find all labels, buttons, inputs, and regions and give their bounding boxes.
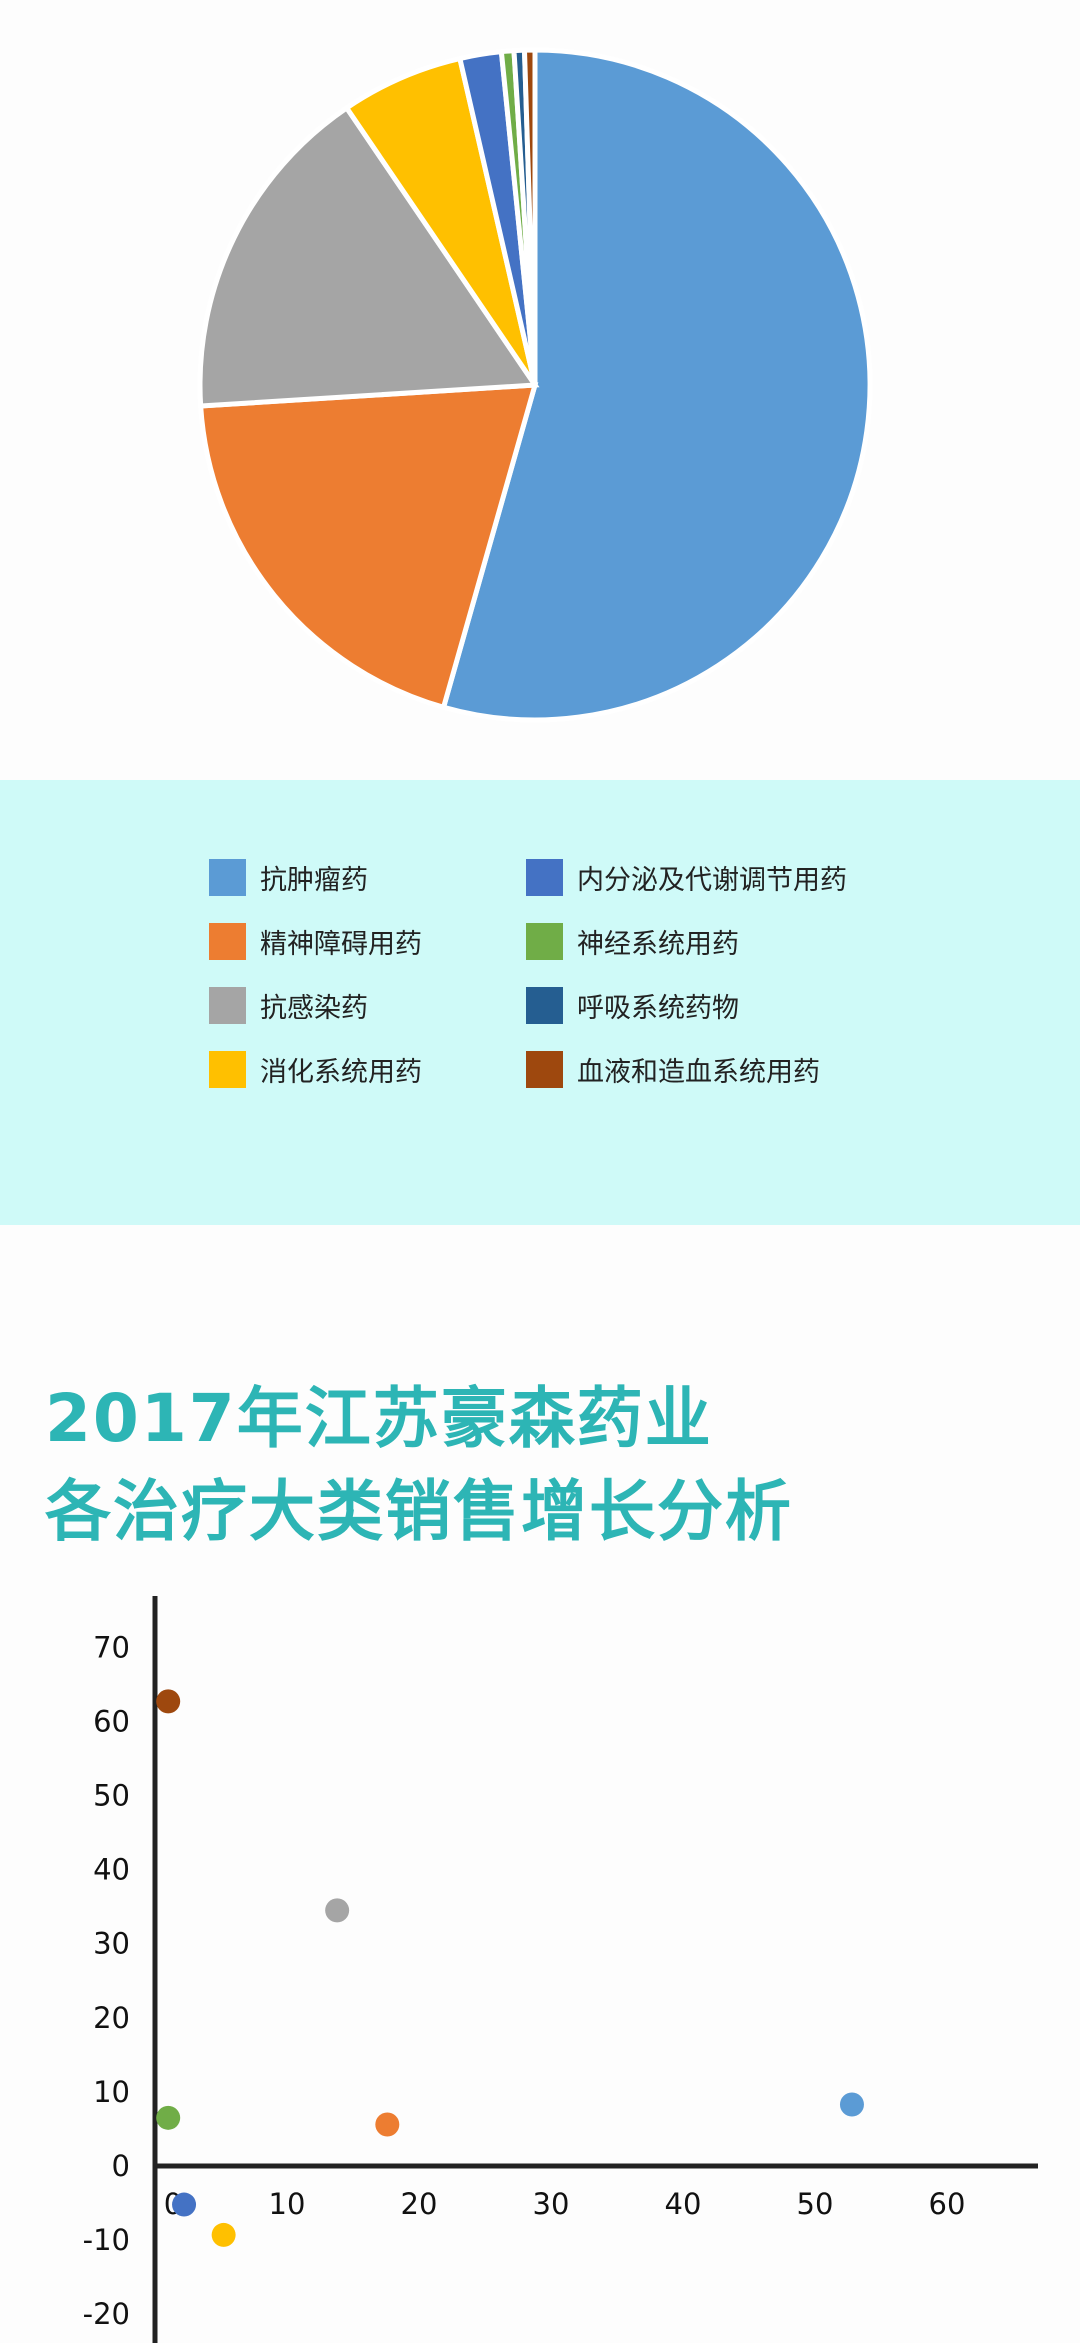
- y-tick-label: 20: [93, 2001, 130, 2035]
- legend-swatch: [526, 986, 563, 1024]
- scatter-point: [172, 2192, 197, 2217]
- chart-title-line-2: 各治疗大类销售增长分析: [45, 1473, 793, 1550]
- x-tick-label: 10: [269, 2187, 306, 2221]
- legend-item: 精神障碍用药: [209, 921, 422, 961]
- y-tick-label: 10: [93, 2075, 130, 2109]
- pie-chart: [197, 47, 873, 723]
- y-tick-label: -10: [83, 2223, 130, 2257]
- x-tick-label: 20: [401, 2187, 438, 2221]
- legend-swatch: [526, 858, 563, 896]
- scatter-point: [156, 1689, 181, 1714]
- legend-label: 神经系统用药: [577, 928, 739, 960]
- scatter-point: [325, 1898, 350, 1923]
- y-tick-label: 60: [93, 1704, 130, 1738]
- legend-swatch: [209, 1050, 246, 1088]
- scatter-point: [375, 2112, 400, 2137]
- legend-item: 消化系统用药: [209, 1049, 422, 1089]
- scatter-point: [211, 2222, 236, 2247]
- y-tick-label: 0: [112, 2149, 130, 2183]
- legend-item: 血液和造血系统用药: [526, 1049, 820, 1089]
- pie-legend: 抗肿瘤药精神障碍用药 抗感染药消化系统用药 内分泌及代谢调节用药 神经系统用药 呼吸系统…: [0, 780, 1080, 1225]
- y-tick-label: 30: [93, 1927, 130, 1961]
- legend-item: 抗感染药: [209, 985, 368, 1025]
- x-tick-label: 50: [797, 2187, 834, 2221]
- legend-label: 抗肿瘤药: [260, 864, 368, 896]
- pie-slice-7: [521, 47, 538, 386]
- chart-title-line-1: 2017年江苏豪森药业: [45, 1380, 713, 1457]
- x-tick-label: 30: [533, 2187, 570, 2221]
- legend-label: 呼吸系统药物: [577, 992, 739, 1024]
- legend-item: 内分泌及代谢调节用药: [526, 857, 847, 897]
- legend-swatch: [209, 986, 246, 1024]
- x-tick-label: 60: [929, 2187, 966, 2221]
- legend-swatch: [526, 1050, 563, 1088]
- pie-slice-0: [440, 47, 873, 723]
- legend-label: 消化系统用药: [260, 1056, 422, 1088]
- legend-item: 神经系统用药: [526, 921, 739, 961]
- legend-swatch: [209, 858, 246, 896]
- scatter-point: [839, 2092, 864, 2117]
- x-tick-label: 40: [665, 2187, 702, 2221]
- y-tick-label: 50: [93, 1779, 130, 1813]
- legend-label: 内分泌及代谢调节用药: [577, 864, 847, 896]
- scatter-point: [156, 2105, 181, 2130]
- pie-slice-2: [197, 104, 540, 409]
- legend-label: 精神障碍用药: [260, 928, 422, 960]
- legend-label: 抗感染药: [260, 992, 368, 1024]
- legend-item: 抗肿瘤药: [209, 857, 368, 897]
- legend-swatch: [526, 922, 563, 960]
- y-tick-label: 40: [93, 1853, 130, 1887]
- legend-label: 血液和造血系统用药: [577, 1056, 820, 1088]
- legend-item: 呼吸系统药物: [526, 985, 739, 1025]
- pie-slice-1: [198, 382, 539, 711]
- y-tick-label: -20: [83, 2297, 130, 2331]
- legend-swatch: [209, 922, 246, 960]
- y-tick-label: 70: [93, 1630, 130, 1664]
